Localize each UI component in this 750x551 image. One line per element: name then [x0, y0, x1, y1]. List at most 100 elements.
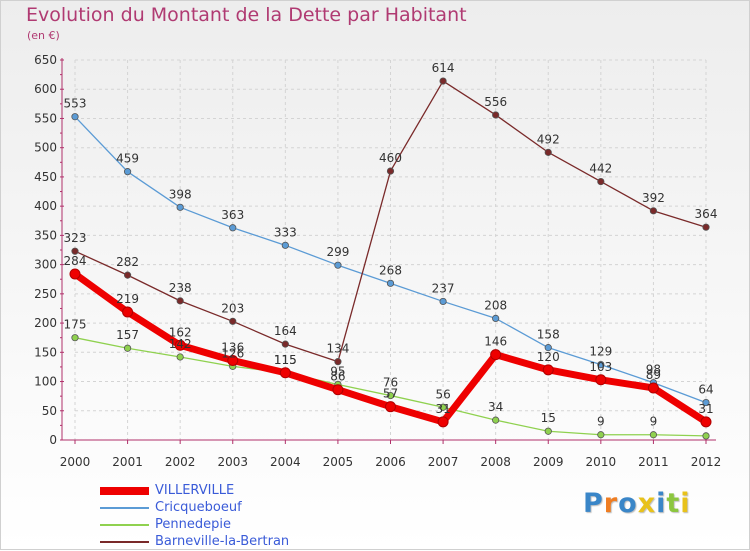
y-tick-label: 200: [34, 316, 57, 330]
data-point: [71, 334, 79, 342]
y-tick-label: 250: [34, 287, 57, 301]
data-point: [702, 398, 710, 407]
data-point: [702, 432, 710, 440]
y-tick-label: 150: [34, 345, 57, 359]
data-label: 238: [169, 281, 192, 295]
data-point: [544, 148, 552, 156]
data-point: [71, 113, 79, 121]
data-point: [439, 77, 447, 85]
data-point: [229, 224, 237, 232]
data-point: [544, 344, 552, 352]
y-tick-label: 350: [34, 228, 57, 242]
y-tick-label: 650: [34, 53, 57, 67]
data-label: 86: [330, 370, 345, 384]
x-tick-label: 2004: [270, 455, 301, 469]
data-point: [334, 261, 342, 269]
legend-swatch: [100, 507, 149, 509]
data-point: [649, 207, 658, 215]
data-point: [439, 403, 447, 411]
logo-letter: t: [666, 488, 681, 519]
x-tick-label: 2009: [533, 455, 564, 469]
data-label: 31: [435, 402, 450, 416]
data-point: [123, 168, 132, 176]
data-label: 364: [695, 207, 718, 221]
data-label: 64: [698, 383, 713, 397]
data-point: [227, 354, 239, 366]
data-label: 95: [330, 364, 345, 378]
y-tick-label: 500: [34, 141, 57, 155]
data-point: [174, 339, 186, 351]
data-point: [702, 223, 710, 231]
data-point: [229, 317, 237, 325]
y-tick-label: 600: [34, 82, 57, 96]
data-label: 158: [537, 328, 560, 342]
data-label: 142: [169, 337, 192, 351]
data-label: 120: [537, 350, 560, 364]
data-point: [492, 314, 500, 322]
data-label: 157: [116, 328, 139, 342]
data-label: 556: [484, 95, 507, 109]
x-tick-label: 2006: [375, 455, 406, 469]
data-label: 31: [698, 402, 713, 416]
y-tick-label: 450: [34, 170, 57, 184]
legend-label: Pennedepie: [155, 517, 231, 532]
data-point: [385, 401, 396, 413]
y-tick-label: 50: [42, 404, 57, 418]
data-label: 442: [589, 162, 612, 176]
data-label: 103: [589, 360, 612, 374]
data-label: 98: [646, 363, 661, 377]
data-point: [490, 349, 502, 361]
data-point: [334, 358, 342, 366]
logo-letter: x: [637, 488, 657, 519]
legend-label: VILLERVILLE: [155, 483, 235, 498]
data-label: 237: [432, 281, 455, 295]
data-point: [71, 247, 79, 255]
data-label: 208: [484, 298, 507, 312]
legend-swatch: [100, 524, 149, 526]
legend-label: Cricqueboeuf: [155, 500, 242, 515]
x-tick-label: 2001: [112, 455, 143, 469]
data-point: [176, 297, 184, 305]
logo-letter: r: [603, 488, 619, 519]
data-label: 459: [116, 152, 139, 166]
x-tick-label: 2000: [60, 455, 91, 469]
data-label: 134: [326, 342, 349, 356]
data-label: 282: [116, 255, 139, 269]
data-label: 323: [64, 231, 87, 245]
data-point: [542, 364, 554, 376]
data-label: 299: [326, 245, 349, 259]
data-point: [386, 391, 395, 400]
data-point: [281, 340, 289, 348]
data-label: 146: [484, 335, 507, 349]
data-label: 89: [646, 368, 661, 382]
legend-label: Barneville-la-Bertran: [155, 534, 290, 549]
data-label: 333: [274, 225, 297, 239]
x-tick-label: 2008: [480, 455, 511, 469]
data-point: [492, 416, 500, 424]
data-label: 56: [435, 387, 450, 401]
data-label: 76: [383, 376, 398, 390]
data-point: [332, 384, 344, 396]
proxiti-logo: Proxiti: [583, 488, 691, 519]
data-point: [281, 241, 289, 249]
data-label: 392: [642, 191, 665, 205]
chart-subtitle: (en €): [27, 29, 60, 42]
data-label: 57: [383, 387, 398, 401]
data-point: [700, 416, 712, 428]
data-label: 460: [379, 151, 402, 165]
data-point: [69, 268, 81, 280]
data-label: 284: [64, 254, 87, 268]
data-label: 363: [221, 208, 244, 222]
legend-swatch: [100, 541, 149, 543]
x-tick-label: 2012: [691, 455, 722, 469]
data-label: 492: [537, 132, 560, 146]
data-point: [544, 427, 552, 435]
data-point: [123, 271, 132, 279]
data-point: [176, 353, 184, 361]
data-label: 203: [221, 301, 244, 315]
data-point: [123, 344, 132, 352]
data-label: 115: [274, 353, 297, 367]
data-label: 15: [541, 411, 556, 425]
data-label: 614: [432, 61, 455, 75]
